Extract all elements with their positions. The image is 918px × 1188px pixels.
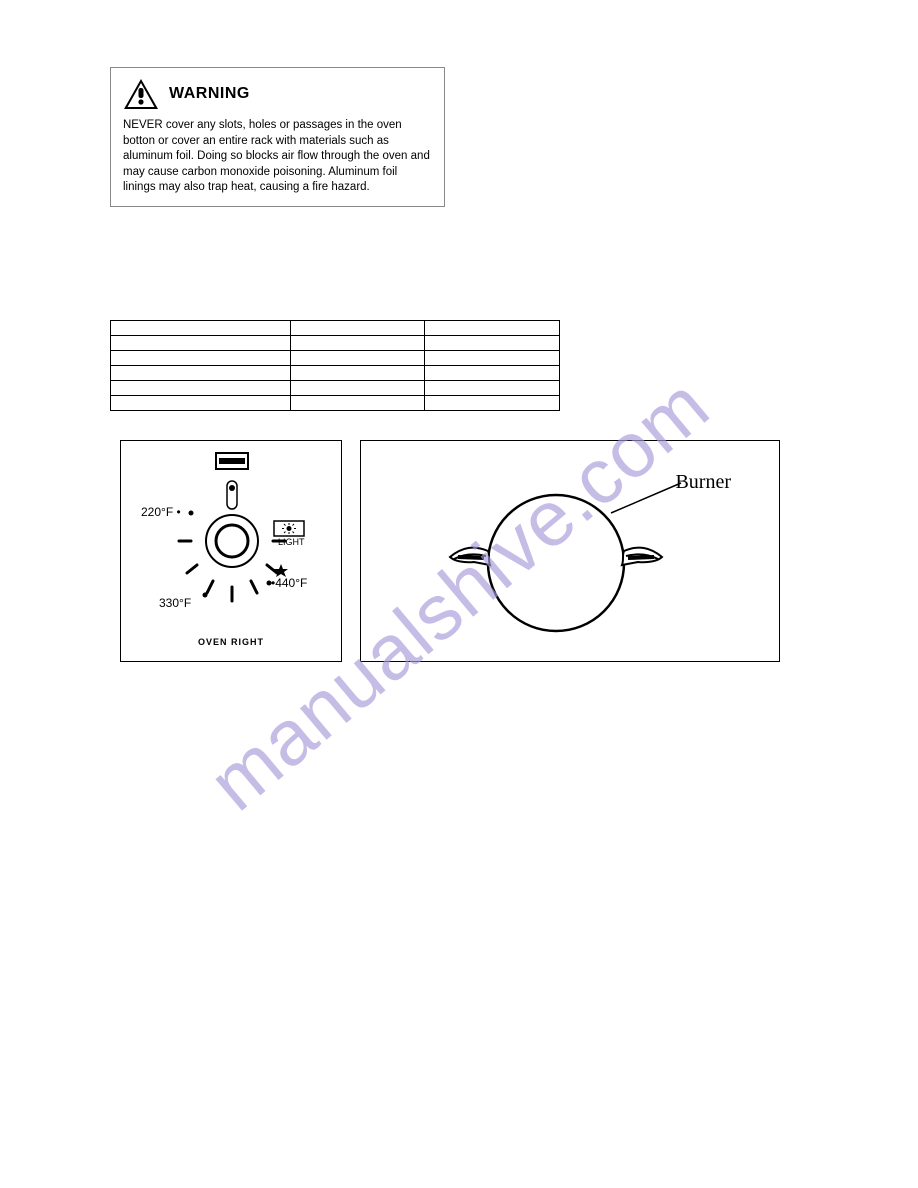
data-table-body xyxy=(111,321,560,411)
temp-440-label: •440°F xyxy=(271,576,307,590)
table-row xyxy=(111,351,560,366)
burner-diagram: Burner xyxy=(360,440,780,662)
light-label: LIGHT xyxy=(278,537,305,547)
oven-knob-diagram: 220°F • 330°F •440°F LIGHT OVEN RIGHT xyxy=(120,440,342,662)
knob-svg xyxy=(121,441,343,663)
burner-label: Burner xyxy=(675,471,731,494)
diagram-row: 220°F • 330°F •440°F LIGHT OVEN RIGHT xyxy=(120,440,780,662)
temp-220-label: 220°F • xyxy=(141,505,181,519)
table-row xyxy=(111,336,560,351)
warning-box: WARNING NEVER cover any slots, holes or … xyxy=(110,67,445,207)
table-row xyxy=(111,366,560,381)
oven-right-label: OVEN RIGHT xyxy=(121,637,341,647)
table-row xyxy=(111,381,560,396)
temp-330-label: 330°F xyxy=(159,596,191,610)
warning-triangle-icon xyxy=(123,78,159,110)
warning-header: WARNING xyxy=(123,78,432,110)
table-row xyxy=(111,396,560,411)
warning-title: WARNING xyxy=(169,85,250,103)
data-table xyxy=(110,320,560,411)
table-row xyxy=(111,321,560,336)
warning-body-text: NEVER cover any slots, holes or passages… xyxy=(123,118,432,196)
